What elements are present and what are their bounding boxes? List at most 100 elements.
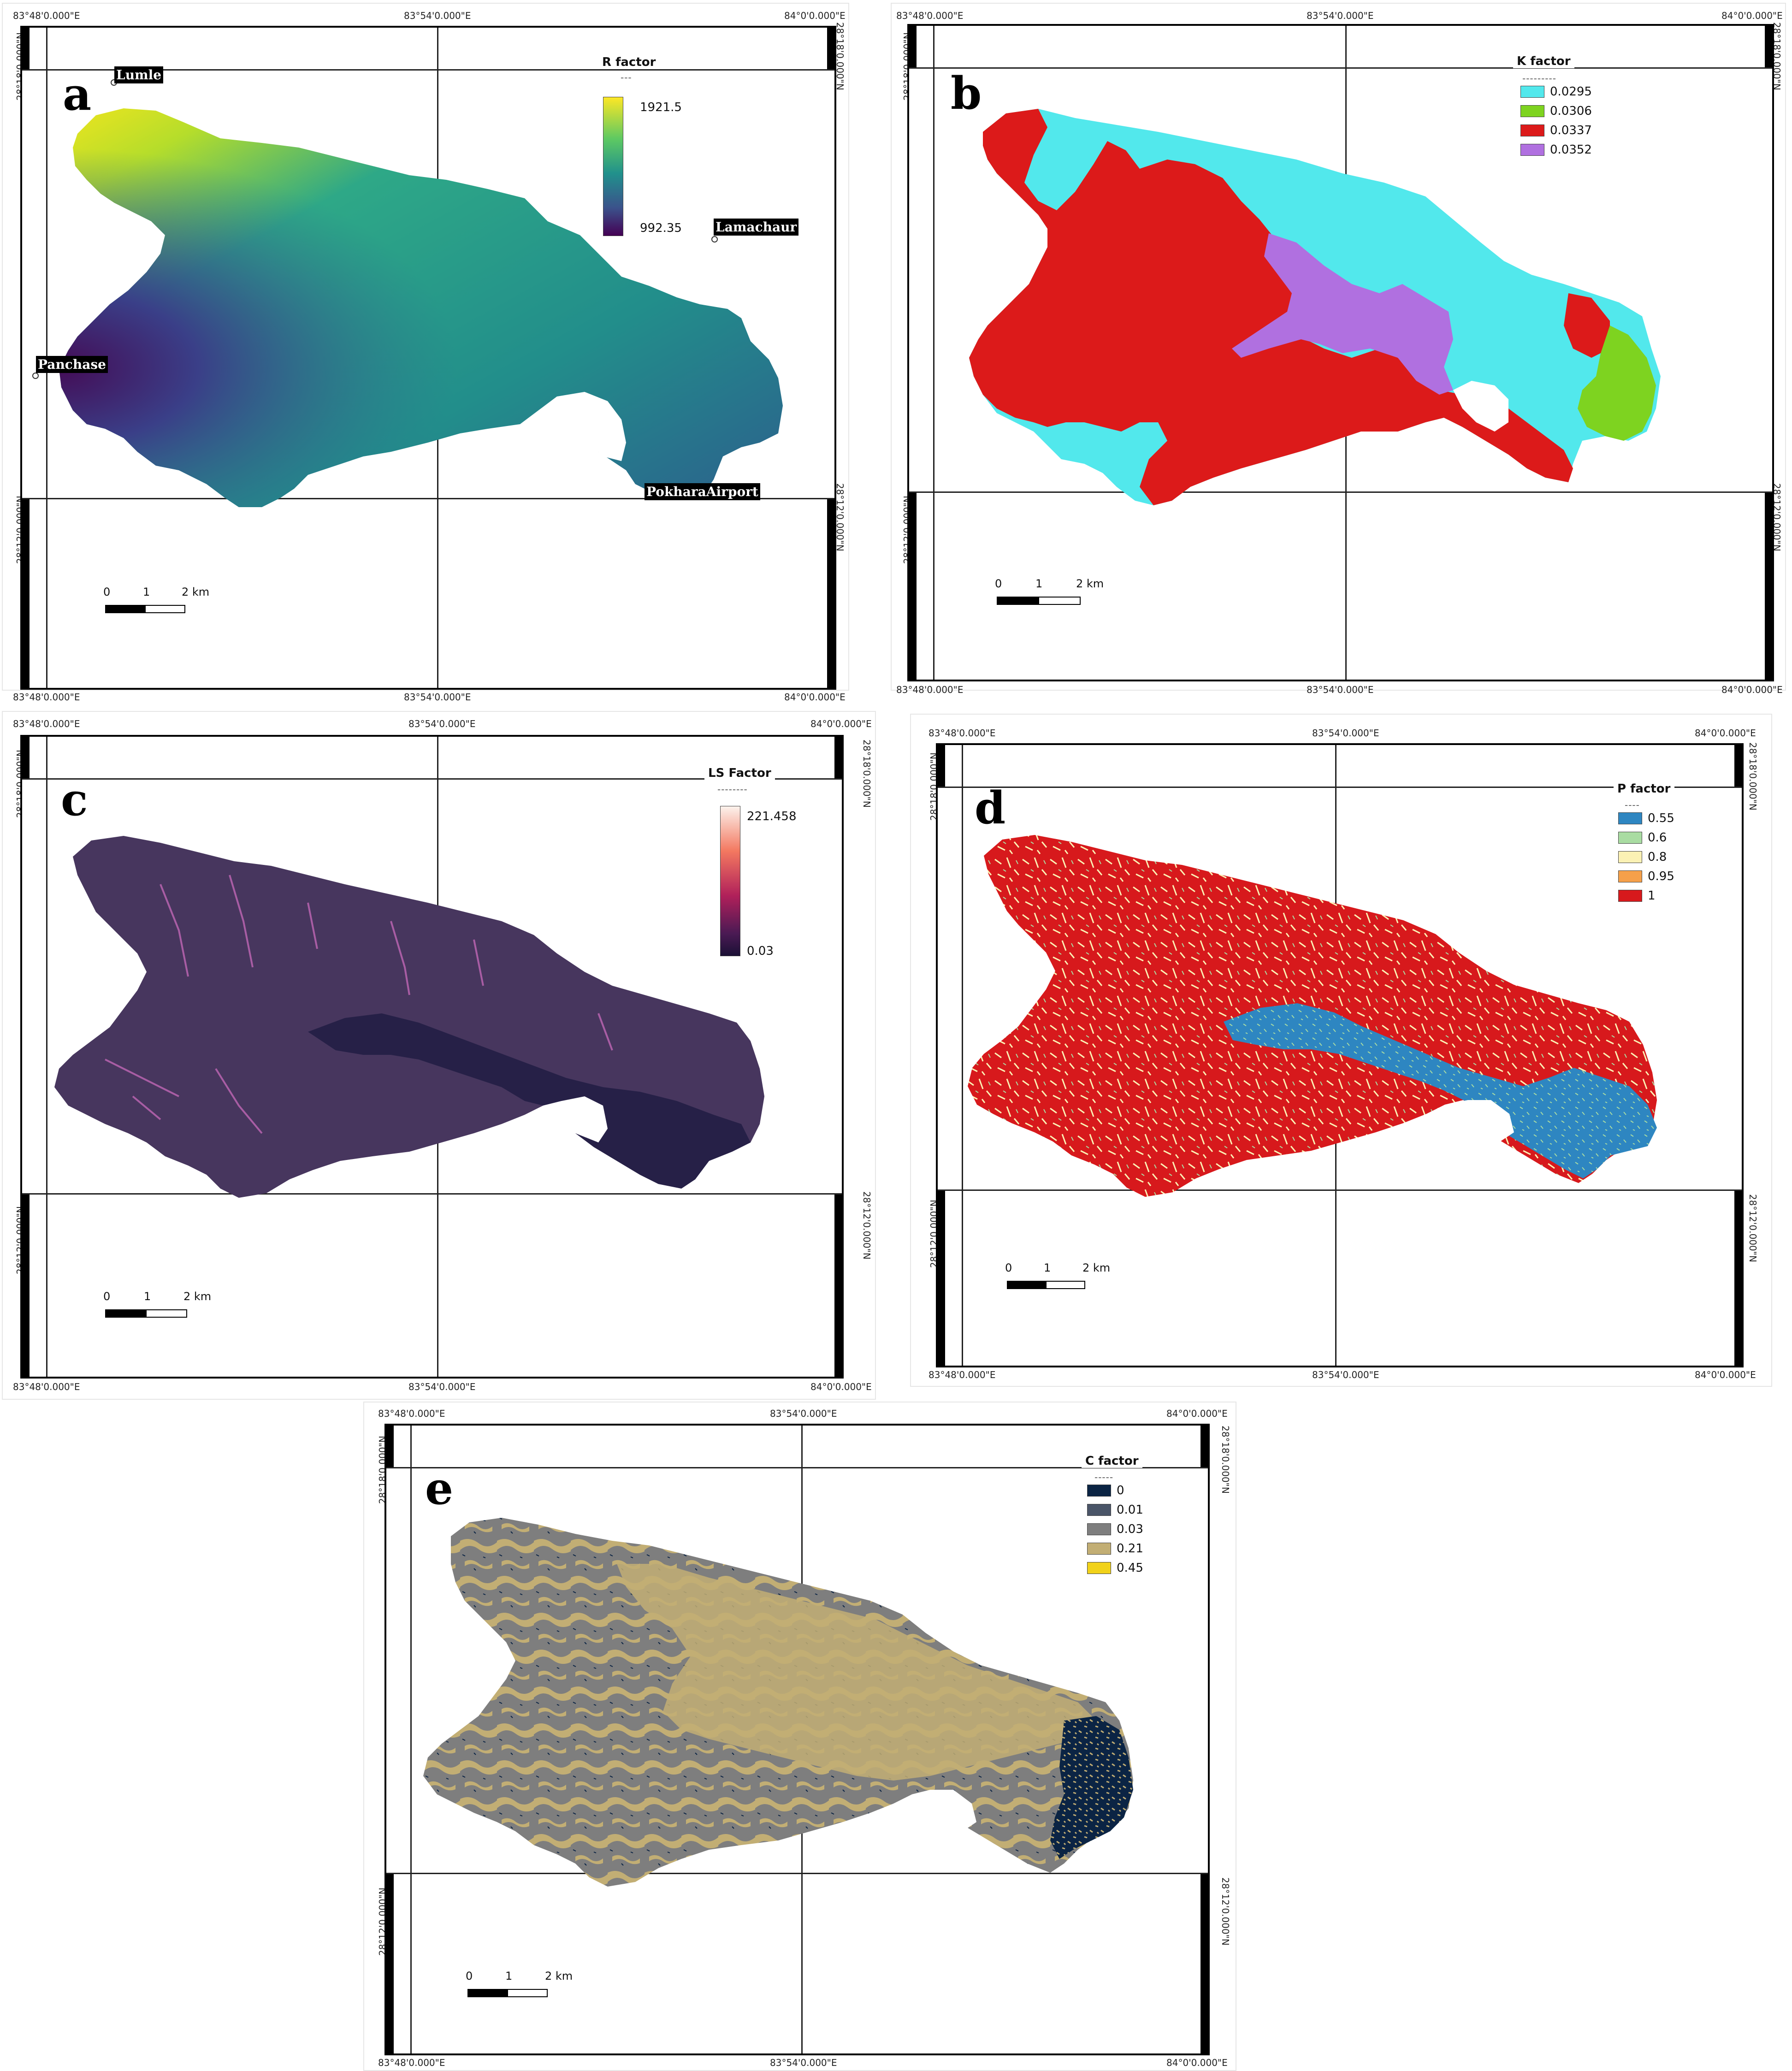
lamachaur-marker <box>711 236 718 243</box>
frame-edge <box>1765 491 1772 680</box>
legend-swatch <box>1618 890 1642 902</box>
legend-item: 0 <box>1087 1484 1124 1497</box>
frame-edge <box>909 26 917 67</box>
frame-edge <box>1734 1189 1742 1366</box>
legend-label: 0.0306 <box>1550 104 1592 118</box>
watershed-shape <box>59 108 783 507</box>
legend-divider: --------- <box>1522 73 1556 84</box>
legend-label: 0.8 <box>1648 850 1667 864</box>
lon-label-top-m: 83°54'0.000"E <box>770 1408 837 1419</box>
legend-item: 0.45 <box>1087 1561 1143 1575</box>
lon-label-top-e: 84°0'0.000"E <box>1721 10 1783 21</box>
scale-bar: 0 1 2 km <box>1005 1261 1110 1298</box>
place-label-panchase: Panchase <box>36 356 108 373</box>
graticule-line <box>46 737 47 1377</box>
scale-segment <box>997 597 1039 605</box>
legend-label: 0 <box>1117 1484 1124 1497</box>
legend-item: 0.6 <box>1618 831 1667 845</box>
c-021-zone <box>617 1564 1096 1781</box>
scale-tick-1: 1 <box>1044 1261 1051 1274</box>
scale-segment <box>105 1309 147 1318</box>
legend-item: 0.01 <box>1087 1503 1143 1517</box>
panchase-marker <box>32 373 39 379</box>
legend-divider: -------- <box>717 784 748 795</box>
scale-bar: 0 1 2 km <box>103 586 209 622</box>
lon-label-bottom-m: 83°54'0.000"E <box>1307 684 1374 695</box>
legend-swatch <box>1618 870 1642 882</box>
legend-title: P factor <box>1614 782 1674 796</box>
lon-label-top-w: 83°48'0.000"E <box>13 718 80 729</box>
graticule-line <box>386 1873 1208 1874</box>
lon-label-top-m: 83°54'0.000"E <box>1312 728 1379 739</box>
lon-label-bottom-e: 84°0'0.000"E <box>1721 684 1783 695</box>
graticule-line <box>938 787 1742 788</box>
legend-title: R factor <box>598 55 660 69</box>
frame-edge <box>1734 745 1742 787</box>
frame-edge <box>827 498 834 688</box>
legend-label: 0.45 <box>1117 1561 1143 1575</box>
legend-swatch <box>1087 1523 1111 1535</box>
legend-swatch <box>1087 1504 1111 1516</box>
legend-title: C factor <box>1082 1454 1142 1468</box>
lon-label-bottom-m: 83°54'0.000"E <box>408 1381 476 1392</box>
frame-edge <box>22 737 30 778</box>
legend-swatch <box>1087 1543 1111 1555</box>
scale-tick-2: 2 km <box>183 1290 212 1303</box>
scale-tick-0: 0 <box>103 1290 111 1303</box>
lat-label-right-n: 28°18'0.000"N <box>861 740 872 808</box>
lon-label-top-m: 83°54'0.000"E <box>404 10 471 21</box>
ramp-min-label: 992.35 <box>640 221 682 235</box>
k-0337-zone <box>969 109 1573 505</box>
ls-stream-highlights <box>105 875 613 1134</box>
r-factor-color-ramp <box>603 97 623 236</box>
frame-edge <box>22 28 30 69</box>
scale-tick-0: 0 <box>466 1970 473 1982</box>
graticule-line <box>909 491 1772 493</box>
legend-label: 1 <box>1648 889 1656 903</box>
panel-letter-b: b <box>951 67 982 119</box>
panel-letter-a: a <box>63 68 92 120</box>
legend-item: 0.0295 <box>1520 85 1592 99</box>
legend-swatch <box>1087 1562 1111 1574</box>
frame-edge <box>386 1426 394 1467</box>
watershed-c-factor-map <box>423 1518 1133 1887</box>
graticule-line <box>22 498 834 499</box>
graticule-line <box>386 1467 1208 1468</box>
legend-label: 0.0352 <box>1550 143 1592 157</box>
graticule-line <box>909 67 1772 69</box>
lat-label-right-s: 28°12'0.000"N <box>1747 1194 1758 1262</box>
lon-label-top-w: 83°48'0.000"E <box>13 10 80 21</box>
legend-item: 0.8 <box>1618 850 1667 864</box>
legend-label: 0.03 <box>1117 1522 1143 1536</box>
graticule-line <box>22 778 842 780</box>
graticule-line <box>410 1426 412 2053</box>
legend-label: 0.21 <box>1117 1542 1143 1556</box>
legend-label: 0.6 <box>1648 831 1667 845</box>
legend-divider: --- <box>621 72 632 83</box>
ls-valley-floor <box>308 1013 751 1189</box>
panel-b: 83°48'0.000"E 83°54'0.000"E 84°0'0.000"E… <box>891 3 1786 695</box>
graticule-line <box>938 1189 1742 1191</box>
scale-segment <box>145 605 185 613</box>
frame-edge <box>22 498 30 688</box>
frame-edge <box>938 1189 945 1366</box>
scale-tick-2: 2 km <box>1076 577 1104 590</box>
lon-label-bottom-w: 83°48'0.000"E <box>896 684 964 695</box>
scale-segment <box>1007 1281 1047 1289</box>
lon-label-top-w: 83°48'0.000"E <box>896 10 964 21</box>
lat-label-right-n: 28°18'0.000"N <box>1747 742 1758 811</box>
scale-segment <box>146 1309 187 1318</box>
legend-swatch <box>1618 812 1642 824</box>
scale-tick-1: 1 <box>143 586 150 598</box>
legend-item: 0.0306 <box>1520 104 1592 118</box>
lon-label-top-e: 84°0'0.000"E <box>1166 1408 1228 1419</box>
lon-label-bottom-m: 83°54'0.000"E <box>404 692 471 703</box>
legend-label: 0.01 <box>1117 1503 1143 1517</box>
frame-edge <box>22 1193 30 1377</box>
watershed-k-factor-map <box>969 109 1661 505</box>
scale-tick-1: 1 <box>505 1970 513 1982</box>
place-label-lamachaur: Lamachaur <box>714 219 799 236</box>
graticule-line <box>22 1193 842 1195</box>
legend-swatch <box>1520 105 1544 117</box>
c-0-zone <box>1050 1716 1133 1859</box>
